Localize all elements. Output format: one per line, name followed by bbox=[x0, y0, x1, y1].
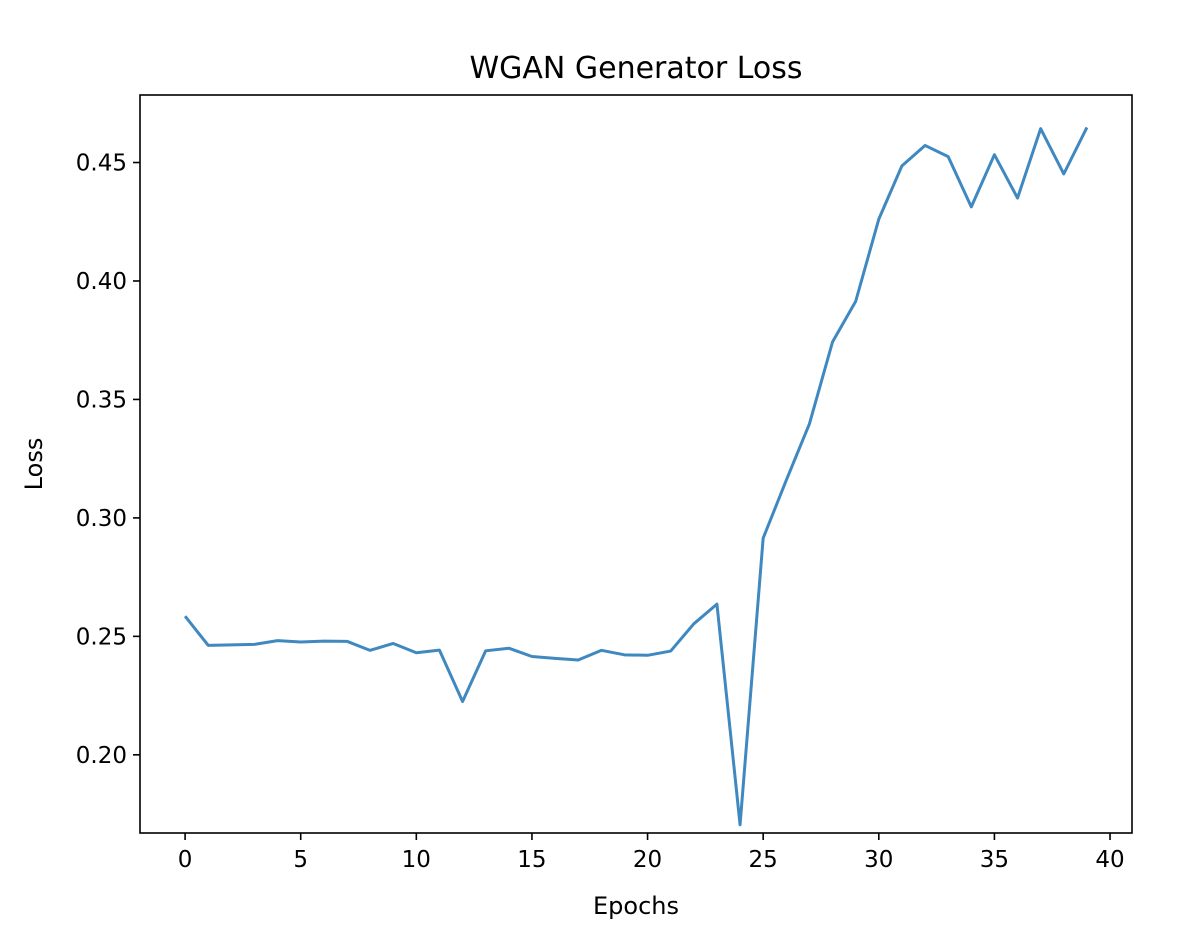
y-axis-label: Loss bbox=[20, 438, 48, 491]
y-axis-ticks: 0.20 0.25 0.30 0.35 0.40 0.45 bbox=[76, 151, 140, 769]
x-tick-label: 25 bbox=[749, 847, 778, 873]
y-tick-label: 0.40 bbox=[76, 269, 127, 295]
x-tick-label: 15 bbox=[517, 847, 546, 873]
plot-frame bbox=[139, 94, 1133, 834]
x-tick-label: 5 bbox=[293, 847, 308, 873]
x-tick-label: 0 bbox=[178, 847, 193, 873]
plot-series bbox=[183, 126, 1089, 827]
y-tick-label: 0.30 bbox=[76, 506, 127, 532]
y-tick-label: 0.45 bbox=[76, 151, 127, 177]
x-tick-label: 35 bbox=[980, 847, 1009, 873]
y-tick-label: 0.35 bbox=[76, 387, 127, 413]
x-axis-label: Epochs bbox=[593, 892, 679, 920]
y-tick-label: 0.25 bbox=[76, 624, 127, 650]
y-tick-label: 0.20 bbox=[76, 743, 127, 769]
x-tick-label: 30 bbox=[864, 847, 893, 873]
x-tick-label: 40 bbox=[1095, 847, 1124, 873]
x-tick-label: 20 bbox=[633, 847, 662, 873]
series-line bbox=[183, 126, 1089, 827]
x-tick-label: 10 bbox=[402, 847, 431, 873]
x-axis-ticks: 0 5 10 15 20 25 30 35 40 bbox=[178, 833, 1125, 873]
chart-title: WGAN Generator Loss bbox=[469, 51, 802, 86]
